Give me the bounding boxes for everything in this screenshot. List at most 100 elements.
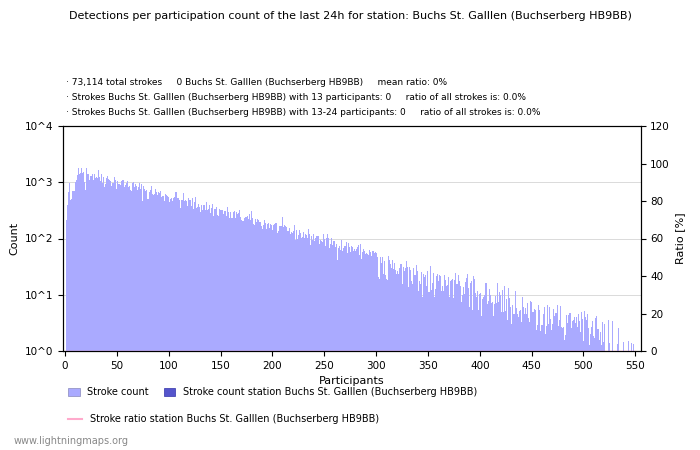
- Bar: [609, 342, 610, 450]
- Bar: [126, 183, 127, 450]
- Bar: [290, 232, 292, 450]
- Bar: [405, 268, 406, 450]
- Bar: [271, 225, 272, 450]
- Bar: [499, 292, 500, 450]
- Bar: [615, 351, 616, 450]
- Bar: [435, 276, 437, 450]
- Bar: [206, 210, 208, 450]
- Bar: [605, 351, 606, 450]
- Bar: [222, 210, 223, 450]
- Bar: [97, 178, 98, 450]
- Bar: [354, 248, 355, 450]
- Bar: [141, 184, 142, 450]
- Bar: [210, 213, 211, 450]
- Bar: [294, 225, 295, 450]
- Bar: [444, 275, 445, 450]
- Bar: [249, 214, 250, 450]
- Bar: [282, 217, 284, 450]
- Bar: [586, 320, 587, 450]
- Bar: [254, 225, 256, 450]
- Bar: [302, 237, 303, 450]
- Bar: [298, 235, 299, 450]
- Bar: [480, 292, 482, 450]
- Bar: [594, 338, 596, 450]
- Bar: [218, 216, 219, 450]
- Bar: [94, 178, 96, 450]
- Bar: [364, 251, 365, 450]
- Bar: [489, 296, 491, 450]
- Bar: [517, 317, 519, 450]
- Bar: [578, 315, 579, 450]
- Bar: [102, 183, 103, 450]
- Bar: [528, 318, 529, 450]
- Bar: [622, 351, 624, 450]
- Bar: [634, 351, 635, 450]
- Bar: [194, 202, 195, 450]
- Bar: [148, 192, 150, 450]
- Bar: [424, 277, 426, 450]
- Bar: [85, 190, 86, 450]
- Bar: [486, 304, 488, 450]
- Bar: [545, 326, 547, 450]
- Bar: [236, 212, 237, 450]
- Bar: [521, 322, 522, 450]
- Bar: [98, 171, 99, 450]
- Bar: [153, 195, 154, 450]
- Bar: [616, 351, 617, 450]
- Bar: [133, 182, 134, 450]
- Bar: [131, 191, 132, 450]
- Bar: [378, 278, 379, 450]
- Bar: [125, 185, 126, 450]
- Bar: [251, 212, 252, 450]
- Bar: [138, 187, 139, 450]
- Bar: [353, 251, 354, 450]
- X-axis label: Participants: Participants: [319, 376, 384, 386]
- Bar: [450, 281, 452, 450]
- Bar: [82, 173, 83, 450]
- Bar: [434, 297, 435, 450]
- Bar: [252, 218, 253, 450]
- Bar: [627, 342, 629, 450]
- Bar: [142, 201, 144, 450]
- Bar: [268, 223, 269, 450]
- Bar: [120, 181, 122, 450]
- Bar: [505, 310, 506, 450]
- Bar: [419, 281, 420, 450]
- Bar: [497, 284, 498, 450]
- Bar: [160, 191, 161, 450]
- Bar: [241, 220, 243, 450]
- Bar: [524, 314, 525, 450]
- Bar: [522, 297, 523, 450]
- Bar: [284, 225, 286, 450]
- Bar: [112, 183, 113, 450]
- Bar: [437, 274, 438, 450]
- Bar: [250, 220, 251, 450]
- Bar: [127, 181, 128, 450]
- Bar: [169, 202, 170, 450]
- Bar: [361, 259, 362, 450]
- Bar: [412, 284, 413, 450]
- Bar: [422, 297, 423, 450]
- Bar: [564, 340, 566, 450]
- Bar: [633, 343, 634, 450]
- Bar: [363, 249, 364, 450]
- Bar: [71, 199, 72, 450]
- Bar: [355, 251, 356, 450]
- Bar: [346, 252, 348, 450]
- Bar: [603, 324, 605, 450]
- Bar: [322, 242, 323, 450]
- Bar: [526, 315, 527, 450]
- Bar: [417, 270, 418, 450]
- Bar: [384, 261, 385, 450]
- Text: · Strokes Buchs St. Galllen (Buchserberg HB9BB) with 13-24 participants: 0     r: · Strokes Buchs St. Galllen (Buchserberg…: [66, 108, 541, 117]
- Bar: [402, 267, 404, 450]
- Bar: [568, 315, 570, 450]
- Bar: [96, 177, 97, 450]
- Bar: [162, 196, 163, 450]
- Bar: [224, 212, 225, 450]
- Bar: [278, 231, 279, 450]
- Bar: [81, 168, 82, 450]
- Bar: [572, 321, 573, 450]
- Bar: [366, 253, 368, 450]
- Bar: [359, 255, 360, 450]
